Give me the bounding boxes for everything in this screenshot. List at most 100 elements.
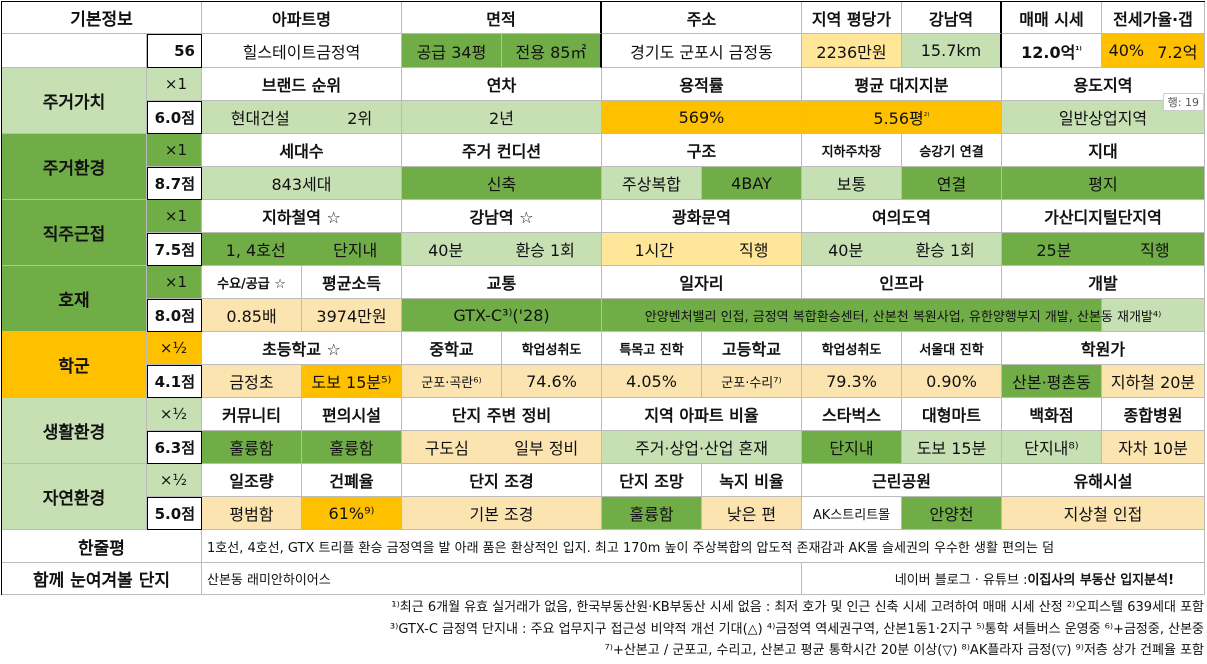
section-score: 8.7점 (147, 167, 202, 200)
households-value: 843세대 (202, 167, 402, 200)
header-elementary: 초등학교 ☆ (202, 332, 402, 365)
footnote-line: ⁷⁾+산본고 / 군포고, 수리고, 산본고 평균 통학시간 20분 이상(▽)… (604, 643, 1204, 658)
income-value: 3974만원 (302, 299, 402, 332)
header-hazard: 유해시설 (1002, 464, 1205, 497)
header-gangnam-commute: 강남역 ☆ (402, 200, 602, 233)
section-label: 학군 (2, 332, 147, 398)
academy-distance: 지하철 20분 (1102, 365, 1205, 398)
age-value: 2년 (402, 101, 602, 134)
parking-value: 보통 (802, 167, 902, 200)
section-label: 호재 (2, 266, 147, 332)
header-structure: 구조 (602, 134, 802, 167)
jobs-infra-dev-value: 안양벤처밸리 인접, 금정역 복합환승센터, 산본천 복원사업, 유한양행부지 … (602, 299, 1205, 332)
header-terrain: 지대 (1002, 134, 1205, 167)
subway-value: 1, 4호선 단지내 (202, 233, 402, 266)
park-value-2: 안양천 (902, 497, 1002, 530)
header-high-achievement: 학업성취도 (802, 332, 902, 365)
header-view: 단지 조망 (602, 464, 702, 497)
surroundings-value-a: 구도심 (424, 439, 469, 458)
header-starbucks: 스타벅스 (802, 398, 902, 431)
header-jeonse: 전세가율·갭 (1102, 2, 1205, 34)
header-sunlight: 일조량 (202, 464, 302, 497)
snu-value: 0.90% (902, 365, 1002, 398)
brand-name: 현대건설 (230, 109, 290, 128)
header-apt-ratio: 지역 아파트 비율 (602, 398, 802, 431)
apt-ratio-value: 주거·상업·산업 혼재 (602, 431, 802, 464)
summary-text: 1호선, 4호선, GTX 트리플 환승 금정역을 발 아래 품은 환상적인 입… (202, 530, 1205, 563)
together-label: 함께 눈여겨볼 단지 (2, 563, 202, 595)
weight-multiplier: ×1 (147, 134, 202, 167)
header-snu: 서울대 진학 (902, 332, 1002, 365)
hospital-value: 자차 10분 (1102, 431, 1205, 464)
gwanghwamun-value: 1시간 직행 (602, 233, 802, 266)
starbucks-value: 단지내 (802, 431, 902, 464)
sale-price-note: ¹⁾ (1075, 45, 1082, 56)
section-score: 6.3점 (147, 431, 202, 464)
header-brand: 브랜드 순위 (202, 68, 402, 101)
terrain-value: 평지 (1002, 167, 1205, 200)
yeouido-value-b: 환승 1회 (915, 241, 975, 260)
sale-price: 12.0억 ¹⁾ (1002, 34, 1102, 68)
convenience-value: 훌륭함 (302, 431, 402, 464)
traffic-value: GTX-C³⁾('28) (402, 299, 602, 332)
weight-multiplier: ×½ (147, 464, 202, 497)
header-hospital: 종합병원 (1102, 398, 1205, 431)
complex-number: 56 (147, 34, 202, 68)
header-park: 근린공원 (802, 464, 1002, 497)
header-high: 고등학교 (702, 332, 802, 365)
header-income: 평균소득 (302, 266, 402, 299)
header-sale-price: 매매 시세 (1002, 2, 1102, 34)
header-academy: 학원가 (1002, 332, 1205, 365)
elementary-distance: 도보 15분⁵⁾ (302, 365, 402, 398)
header-middle-achievement: 학업성취도 (502, 332, 602, 365)
academy-value: 산본·평촌동 (1002, 365, 1102, 398)
apt-name: 힐스테이트금정역 (202, 34, 402, 68)
credit-prefix: 네이버 블로그 · 유튜브 : (894, 573, 1028, 588)
gwanghwamun-value-b: 직행 (739, 241, 769, 260)
section-score: 4.1점 (147, 365, 202, 398)
footnotes: ¹⁾최근 6개월 유효 실거래가 없음, 한국부동산원·KB부동산 시세 없음 … (0, 597, 1204, 662)
credit: 네이버 블로그 · 유튜브 : 이집사의 부동산 입지분석! (802, 563, 1205, 595)
header-subway: 지하철역 ☆ (202, 200, 402, 233)
jeonse-rate: 40% (1108, 41, 1145, 60)
gasan-value-b: 직행 (1140, 241, 1170, 260)
section-score: 8.0점 (147, 299, 202, 332)
weight-multiplier: ×½ (147, 398, 202, 431)
gasan-value-a: 25분 (1036, 241, 1072, 260)
high-achievement: 79.3% (802, 365, 902, 398)
high-value: 군포·수리⁷⁾ (702, 365, 802, 398)
condition-value: 신축 (402, 167, 602, 200)
summary-label: 한줄평 (2, 530, 202, 563)
credit-name: 이집사의 부동산 입지분석! (1027, 573, 1174, 588)
gangnam-distance: 15.7km (902, 34, 1002, 68)
footnote-line: ¹⁾최근 6개월 유효 실거래가 없음, 한국부동산원·KB부동산 시세 없음 … (391, 600, 1204, 615)
yeouido-value: 40분 환승 1회 (802, 233, 1002, 266)
section-score: 5.0점 (147, 497, 202, 530)
header-traffic: 교통 (402, 266, 602, 299)
land-share-value: 5.56평 ²⁾ (802, 101, 1002, 134)
bay-value: 4BAY (702, 167, 802, 200)
elevator-value: 연결 (902, 167, 1002, 200)
mart-value: 도보 15분 (902, 431, 1002, 464)
elementary-value: 금정초 (202, 365, 302, 398)
report-table: 기본정보 56 아파트명 면적 주소 지역 평당가 강남역 매매 시세 전세가율·갭 힐스테이트금… (1, 1, 1205, 595)
blank-cell (2, 34, 147, 68)
header-gasan: 가산디지털단지역 (1002, 200, 1205, 233)
header-convenience: 편의시설 (302, 398, 402, 431)
weight-multiplier: ×1 (147, 68, 202, 101)
green-ratio-value: 낮은 편 (702, 497, 802, 530)
header-age: 연차 (402, 68, 602, 101)
hazard-value: 지상철 인접 (1002, 497, 1205, 530)
header-dept-store: 백화점 (1002, 398, 1102, 431)
far-value: 569% (602, 101, 802, 134)
section-label: 자연환경 (2, 464, 147, 530)
header-far: 용적률 (602, 68, 802, 101)
header-zone: 용도지역 (1002, 68, 1205, 101)
header-apt-name: 아파트명 (202, 2, 402, 34)
region-price: 2236만원 (802, 34, 902, 68)
header-landscape: 단지 조경 (402, 464, 602, 497)
header-land-share: 평균 대지지분 (802, 68, 1002, 101)
header-special-high: 특목고 진학 (602, 332, 702, 365)
header-green-ratio: 녹지 비율 (702, 464, 802, 497)
header-condition: 주거 컨디션 (402, 134, 602, 167)
